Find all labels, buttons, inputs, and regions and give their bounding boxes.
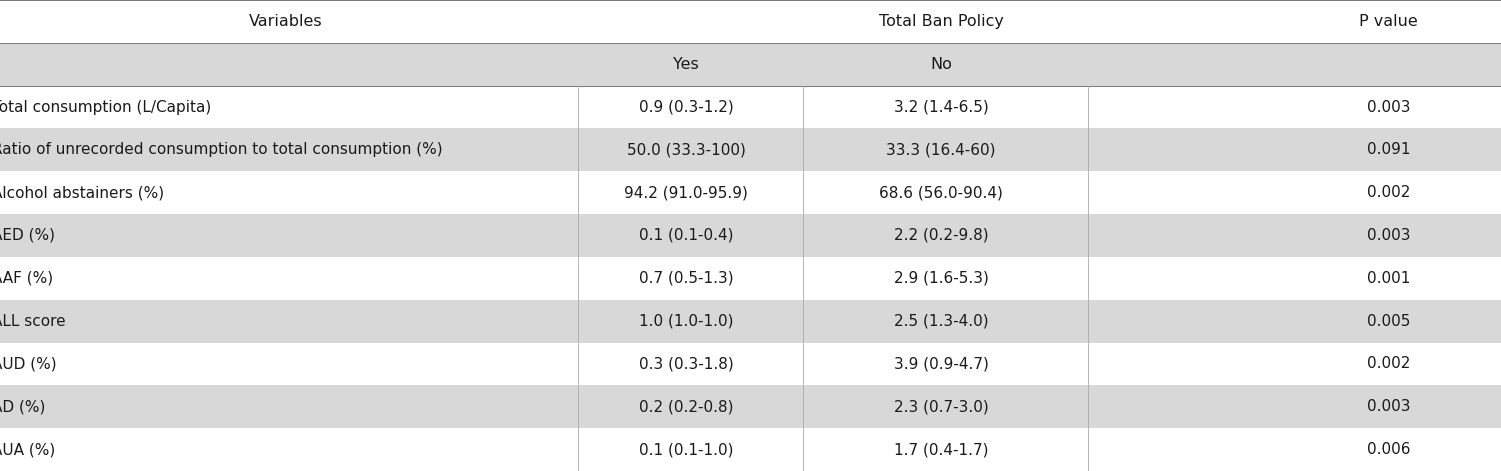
Text: ALL score: ALL score [0,314,66,329]
Text: 94.2 (91.0-95.9): 94.2 (91.0-95.9) [624,185,747,200]
Bar [0,385,1501,428]
Text: No: No [931,57,952,72]
Text: 0.9 (0.3-1.2): 0.9 (0.3-1.2) [638,99,734,114]
Text: Ratio of unrecorded consumption to total consumption (%): Ratio of unrecorded consumption to total… [0,142,443,157]
Text: Total Ban Policy: Total Ban Policy [878,14,1004,29]
Text: 0.003: 0.003 [1367,99,1409,114]
Text: AAF (%): AAF (%) [0,271,54,286]
Text: 0.002: 0.002 [1367,185,1409,200]
Text: Total consumption (L/Capita): Total consumption (L/Capita) [0,99,212,114]
Text: 3.2 (1.4-6.5): 3.2 (1.4-6.5) [893,99,989,114]
Text: Variables: Variables [248,14,323,29]
Bar [0,129,1501,171]
Text: AD (%): AD (%) [0,399,47,414]
Text: 2.9 (1.6-5.3): 2.9 (1.6-5.3) [893,271,989,286]
Text: 0.003: 0.003 [1367,399,1409,414]
Text: 0.1 (0.1-0.4): 0.1 (0.1-0.4) [639,228,732,243]
Text: 0.3 (0.3-1.8): 0.3 (0.3-1.8) [638,357,734,372]
Text: Yes: Yes [672,57,699,72]
Text: 50.0 (33.3-100): 50.0 (33.3-100) [626,142,746,157]
Text: 0.003: 0.003 [1367,228,1409,243]
Text: AED (%): AED (%) [0,228,56,243]
Text: 33.3 (16.4-60): 33.3 (16.4-60) [887,142,995,157]
Text: P value: P value [1358,14,1418,29]
Text: 0.2 (0.2-0.8): 0.2 (0.2-0.8) [639,399,732,414]
Text: 0.002: 0.002 [1367,357,1409,372]
Text: 0.1 (0.1-1.0): 0.1 (0.1-1.0) [639,442,732,457]
Text: Alcohol abstainers (%): Alcohol abstainers (%) [0,185,165,200]
Text: 2.5 (1.3-4.0): 2.5 (1.3-4.0) [893,314,989,329]
Text: AUD (%): AUD (%) [0,357,57,372]
Text: 0.006: 0.006 [1367,442,1409,457]
Text: 0.005: 0.005 [1367,314,1409,329]
Text: 0.091: 0.091 [1367,142,1409,157]
Text: AUA (%): AUA (%) [0,442,56,457]
Text: 68.6 (56.0-90.4): 68.6 (56.0-90.4) [880,185,1003,200]
Text: 1.7 (0.4-1.7): 1.7 (0.4-1.7) [895,442,988,457]
Bar [0,43,1501,86]
Text: 2.2 (0.2-9.8): 2.2 (0.2-9.8) [893,228,989,243]
Text: 0.7 (0.5-1.3): 0.7 (0.5-1.3) [638,271,734,286]
Text: 2.3 (0.7-3.0): 2.3 (0.7-3.0) [893,399,989,414]
Bar [0,214,1501,257]
Bar [0,300,1501,342]
Text: 1.0 (1.0-1.0): 1.0 (1.0-1.0) [639,314,732,329]
Text: 0.001: 0.001 [1367,271,1409,286]
Text: 3.9 (0.9-4.7): 3.9 (0.9-4.7) [893,357,989,372]
